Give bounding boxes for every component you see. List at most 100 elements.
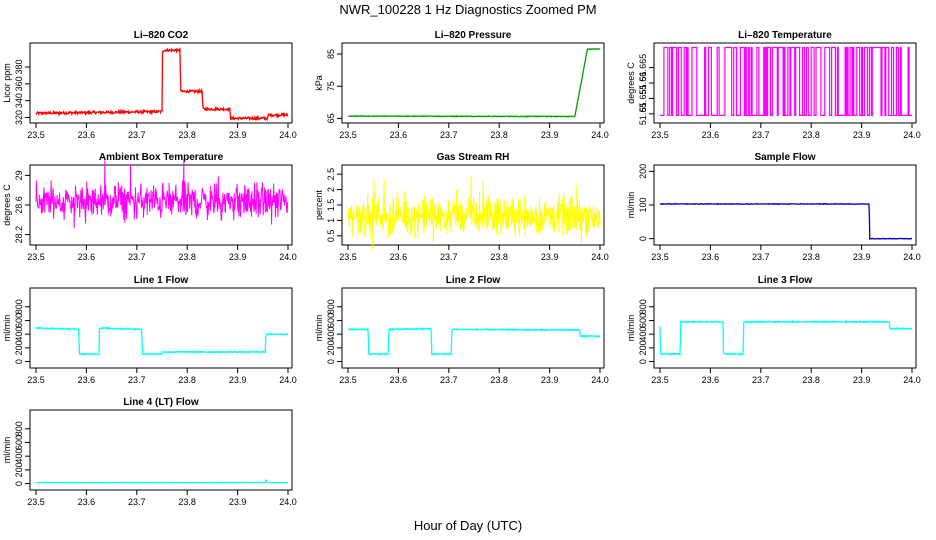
x-tick-label: 23.6 <box>390 252 408 262</box>
x-tick-label: 23.6 <box>390 375 408 385</box>
chart-panel: Line 2 Flow ml/min 23.5 23.6 23.7 23.8 23.9 24.… <box>314 275 609 385</box>
x-tick-label: 24.0 <box>591 375 609 385</box>
x-tick-label: 23.7 <box>128 375 146 385</box>
x-tick-label: 23.9 <box>229 375 247 385</box>
y-axis-label: ml/min <box>2 315 12 342</box>
y-tick-label: 1 <box>326 218 336 223</box>
plot-frame <box>653 164 917 246</box>
y-tick-label: 400 <box>14 327 24 342</box>
plot-frame <box>341 287 605 369</box>
y-tick-label: 28.2 <box>14 226 24 244</box>
y-axis-label: degrees C <box>2 184 12 226</box>
x-tick-label: 23.6 <box>702 375 720 385</box>
x-tick-label: 23.8 <box>490 375 508 385</box>
x-tick-label: 23.5 <box>339 252 357 262</box>
y-tick-label: 400 <box>14 449 24 464</box>
data-series-line <box>35 326 289 356</box>
x-tick-label: 24.0 <box>903 130 921 140</box>
x-tick-label: 23.5 <box>651 130 669 140</box>
panel-title: Li–820 Pressure <box>435 30 512 41</box>
x-tick-label: 23.8 <box>178 375 196 385</box>
y-tick-label: 600 <box>638 313 648 328</box>
x-tick-label: 23.7 <box>752 375 770 385</box>
y-tick-label: 75 <box>326 81 336 91</box>
y-axis-label: ml/min <box>626 192 636 219</box>
y-tick-label: 51.655 <box>638 85 648 113</box>
x-tick-label: 23.9 <box>541 130 559 140</box>
x-tick-label: 24.0 <box>279 252 297 262</box>
y-tick-label: 85 <box>326 49 336 59</box>
chart-panel: Line 3 Flow ml/min 23.5 23.6 23.7 23.8 23.9 24.… <box>626 275 921 385</box>
x-tick-label: 23.8 <box>178 497 196 507</box>
x-tick-label: 24.0 <box>279 375 297 385</box>
y-tick-label: 200 <box>14 340 24 355</box>
y-tick-label: 320 <box>14 110 24 125</box>
data-series-line <box>660 46 912 117</box>
page-title: NWR_100228 1 Hz Diagnostics Zoomed PM <box>339 2 597 17</box>
data-series-line <box>659 319 913 357</box>
data-series-line <box>347 175 601 251</box>
x-tick-label: 23.6 <box>702 130 720 140</box>
panel-title: Ambient Box Temperature <box>99 152 224 163</box>
plot-frame <box>341 42 605 124</box>
y-tick-label: 2 <box>326 187 336 192</box>
plot-frame <box>29 287 293 369</box>
x-tick-label: 23.7 <box>128 497 146 507</box>
x-tick-label: 23.6 <box>78 252 96 262</box>
x-tick-label: 23.6 <box>78 375 96 385</box>
chart-panel: Line 4 (LT) Flow ml/min 23.5 23.6 23.7 23.8 23… <box>2 397 297 507</box>
x-tick-label: 23.9 <box>853 252 871 262</box>
y-axis-label: ml/min <box>626 315 636 342</box>
y-tick-label: 0 <box>638 236 648 241</box>
plot-frame <box>29 42 293 124</box>
y-tick-label: 380 <box>14 60 24 75</box>
y-tick-label: 360 <box>14 76 24 91</box>
x-tick-label: 23.8 <box>178 252 196 262</box>
y-tick-label: 1.5 <box>326 199 336 212</box>
y-tick-label: 2.5 <box>326 168 336 181</box>
x-tick-label: 23.8 <box>802 130 820 140</box>
x-tick-label: 23.6 <box>78 497 96 507</box>
x-tick-label: 24.0 <box>903 375 921 385</box>
plot-frame <box>29 409 293 491</box>
x-tick-label: 23.9 <box>853 130 871 140</box>
x-tick-label: 23.5 <box>27 252 45 262</box>
data-series-line <box>347 47 600 118</box>
y-axis-label: ml/min <box>314 315 324 342</box>
x-tick-label: 23.7 <box>752 130 770 140</box>
x-tick-label: 23.7 <box>128 252 146 262</box>
y-tick-label: 0.5 <box>326 230 336 243</box>
data-series-line <box>35 47 289 122</box>
y-tick-label: 28.6 <box>14 196 24 214</box>
y-tick-label: 800 <box>14 421 24 436</box>
y-axis-label: Licor ppm <box>2 63 12 103</box>
y-tick-label: 400 <box>326 327 336 342</box>
data-series-line <box>348 327 601 356</box>
data-series-line <box>35 158 289 229</box>
x-tick-label: 23.9 <box>541 375 559 385</box>
y-tick-label: 100 <box>638 197 648 212</box>
panel-title: Line 3 Flow <box>758 275 813 286</box>
data-series-line <box>659 202 913 241</box>
x-tick-label: 23.9 <box>229 130 247 140</box>
x-tick-label: 23.8 <box>802 252 820 262</box>
x-tick-label: 23.5 <box>27 130 45 140</box>
x-tick-label: 23.6 <box>78 130 96 140</box>
x-tick-label: 23.7 <box>440 375 458 385</box>
y-tick-label: 51.665 <box>638 54 648 82</box>
x-axis-title: Hour of Day (UTC) <box>413 518 523 533</box>
panel-title: Li–820 Temperature <box>738 30 832 41</box>
chart-panel: Gas Stream RH percent 23.5 23.6 23.7 23.8 23.9… <box>314 152 609 262</box>
x-tick-label: 23.7 <box>440 130 458 140</box>
panel-title: Sample Flow <box>754 152 815 163</box>
y-tick-label: 600 <box>326 313 336 328</box>
y-tick-label: 200 <box>326 340 336 355</box>
x-tick-label: 23.7 <box>128 130 146 140</box>
x-tick-label: 23.7 <box>440 252 458 262</box>
y-axis-label: degrees C <box>626 62 636 104</box>
y-tick-label: 340 <box>14 93 24 108</box>
x-tick-label: 23.9 <box>853 375 871 385</box>
y-tick-label: 0 <box>326 359 336 364</box>
x-tick-label: 24.0 <box>903 252 921 262</box>
